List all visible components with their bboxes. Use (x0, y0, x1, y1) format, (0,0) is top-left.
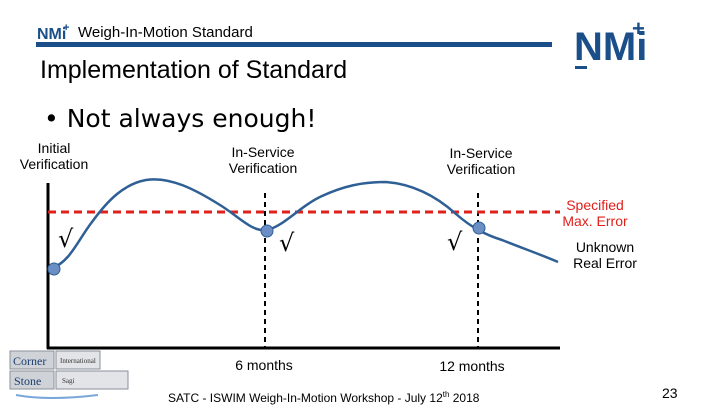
cornerstone-tag1: International (60, 357, 96, 365)
footer-text: SATC - ISWIM Weigh-In-Motion Workshop - … (168, 388, 479, 405)
cornerstone-block-2 (55, 350, 101, 370)
nmi-logo-large-plus: + (632, 16, 645, 41)
footer-text-superscript: th (442, 390, 450, 399)
initial-verification-point (47, 262, 61, 276)
cornerstone-word2: Stone (14, 374, 41, 388)
twelve-month-verification-point (472, 221, 486, 235)
nmi-logo-small-text: NMi (37, 26, 66, 43)
label-twelve-months: 12 months (439, 358, 505, 374)
nmi-logo-underline (575, 66, 587, 69)
cornerstone-word1: Corner (13, 354, 46, 368)
footer-text-year: 2018 (449, 391, 480, 405)
header-title: Weigh-In-Motion Standard (78, 24, 253, 41)
nmi-logo-small-plus: + (63, 22, 69, 34)
cornerstone-block-3 (9, 370, 55, 390)
label-specified-max-error: Specified Max. Error (562, 197, 628, 229)
bullet-point: • Not always enough! (44, 104, 317, 133)
header-divider (36, 42, 552, 47)
label-six-months: 6 months (235, 357, 293, 373)
label-unknown-real-error: Unknown Real Error (573, 239, 637, 271)
six-month-verification-point (260, 224, 274, 238)
cornerstone-logo: Corner International Stone Sagi (9, 350, 129, 399)
cornerstone-tag2: Sagi (62, 377, 75, 385)
real-error-curve (51, 178, 559, 270)
nmi-logo-large: NMi + (574, 16, 647, 69)
check-mark-six-months: √ (279, 229, 295, 257)
label-initial-verification: Initial Verification (19, 140, 89, 172)
footer-text-main: SATC - ISWIM Weigh-In-Motion Workshop - … (168, 391, 443, 405)
label-in-service-verification-2: In-Service Verification (446, 145, 516, 177)
nmi-logo-small: NMi + (37, 22, 69, 43)
cornerstone-block-4 (55, 370, 129, 390)
cornerstone-block-1 (9, 350, 55, 370)
label-in-service-verification-1: In-Service Verification (228, 144, 298, 176)
nmi-logo-large-text: NMi (574, 25, 647, 69)
slide-subtitle: Implementation of Standard (40, 56, 348, 84)
cornerstone-swoosh (15, 394, 99, 399)
page-number: 23 (662, 385, 678, 401)
check-mark-twelve-months: √ (447, 228, 463, 256)
check-mark-initial: √ (58, 225, 74, 253)
